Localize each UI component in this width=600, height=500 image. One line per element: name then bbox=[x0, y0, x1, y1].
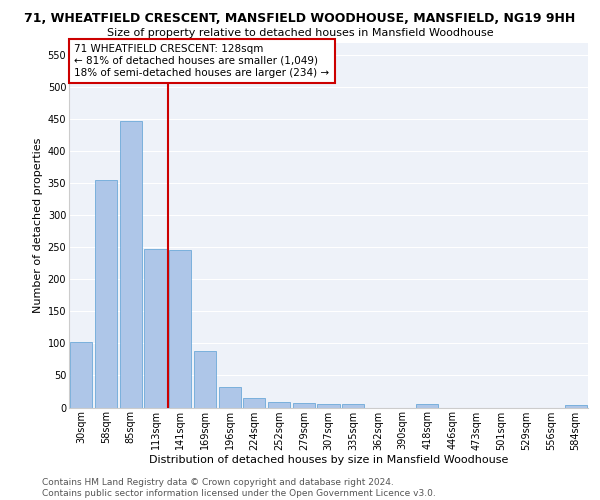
X-axis label: Distribution of detached houses by size in Mansfield Woodhouse: Distribution of detached houses by size … bbox=[149, 456, 508, 466]
Bar bbox=[293, 403, 315, 407]
Text: Contains HM Land Registry data © Crown copyright and database right 2024.
Contai: Contains HM Land Registry data © Crown c… bbox=[42, 478, 436, 498]
Text: Size of property relative to detached houses in Mansfield Woodhouse: Size of property relative to detached ho… bbox=[107, 28, 493, 38]
Bar bbox=[119, 122, 142, 408]
Bar bbox=[70, 342, 92, 407]
Y-axis label: Number of detached properties: Number of detached properties bbox=[34, 138, 43, 312]
Text: 71, WHEATFIELD CRESCENT, MANSFIELD WOODHOUSE, MANSFIELD, NG19 9HH: 71, WHEATFIELD CRESCENT, MANSFIELD WOODH… bbox=[25, 12, 575, 26]
Bar bbox=[317, 404, 340, 407]
Bar bbox=[342, 404, 364, 407]
Bar bbox=[565, 405, 587, 407]
Text: 71 WHEATFIELD CRESCENT: 128sqm
← 81% of detached houses are smaller (1,049)
18% : 71 WHEATFIELD CRESCENT: 128sqm ← 81% of … bbox=[74, 44, 329, 78]
Bar bbox=[268, 402, 290, 407]
Bar bbox=[169, 250, 191, 408]
Bar bbox=[95, 180, 117, 408]
Bar bbox=[145, 250, 167, 408]
Bar bbox=[218, 387, 241, 407]
Bar bbox=[194, 350, 216, 408]
Bar bbox=[416, 404, 439, 407]
Bar bbox=[243, 398, 265, 407]
